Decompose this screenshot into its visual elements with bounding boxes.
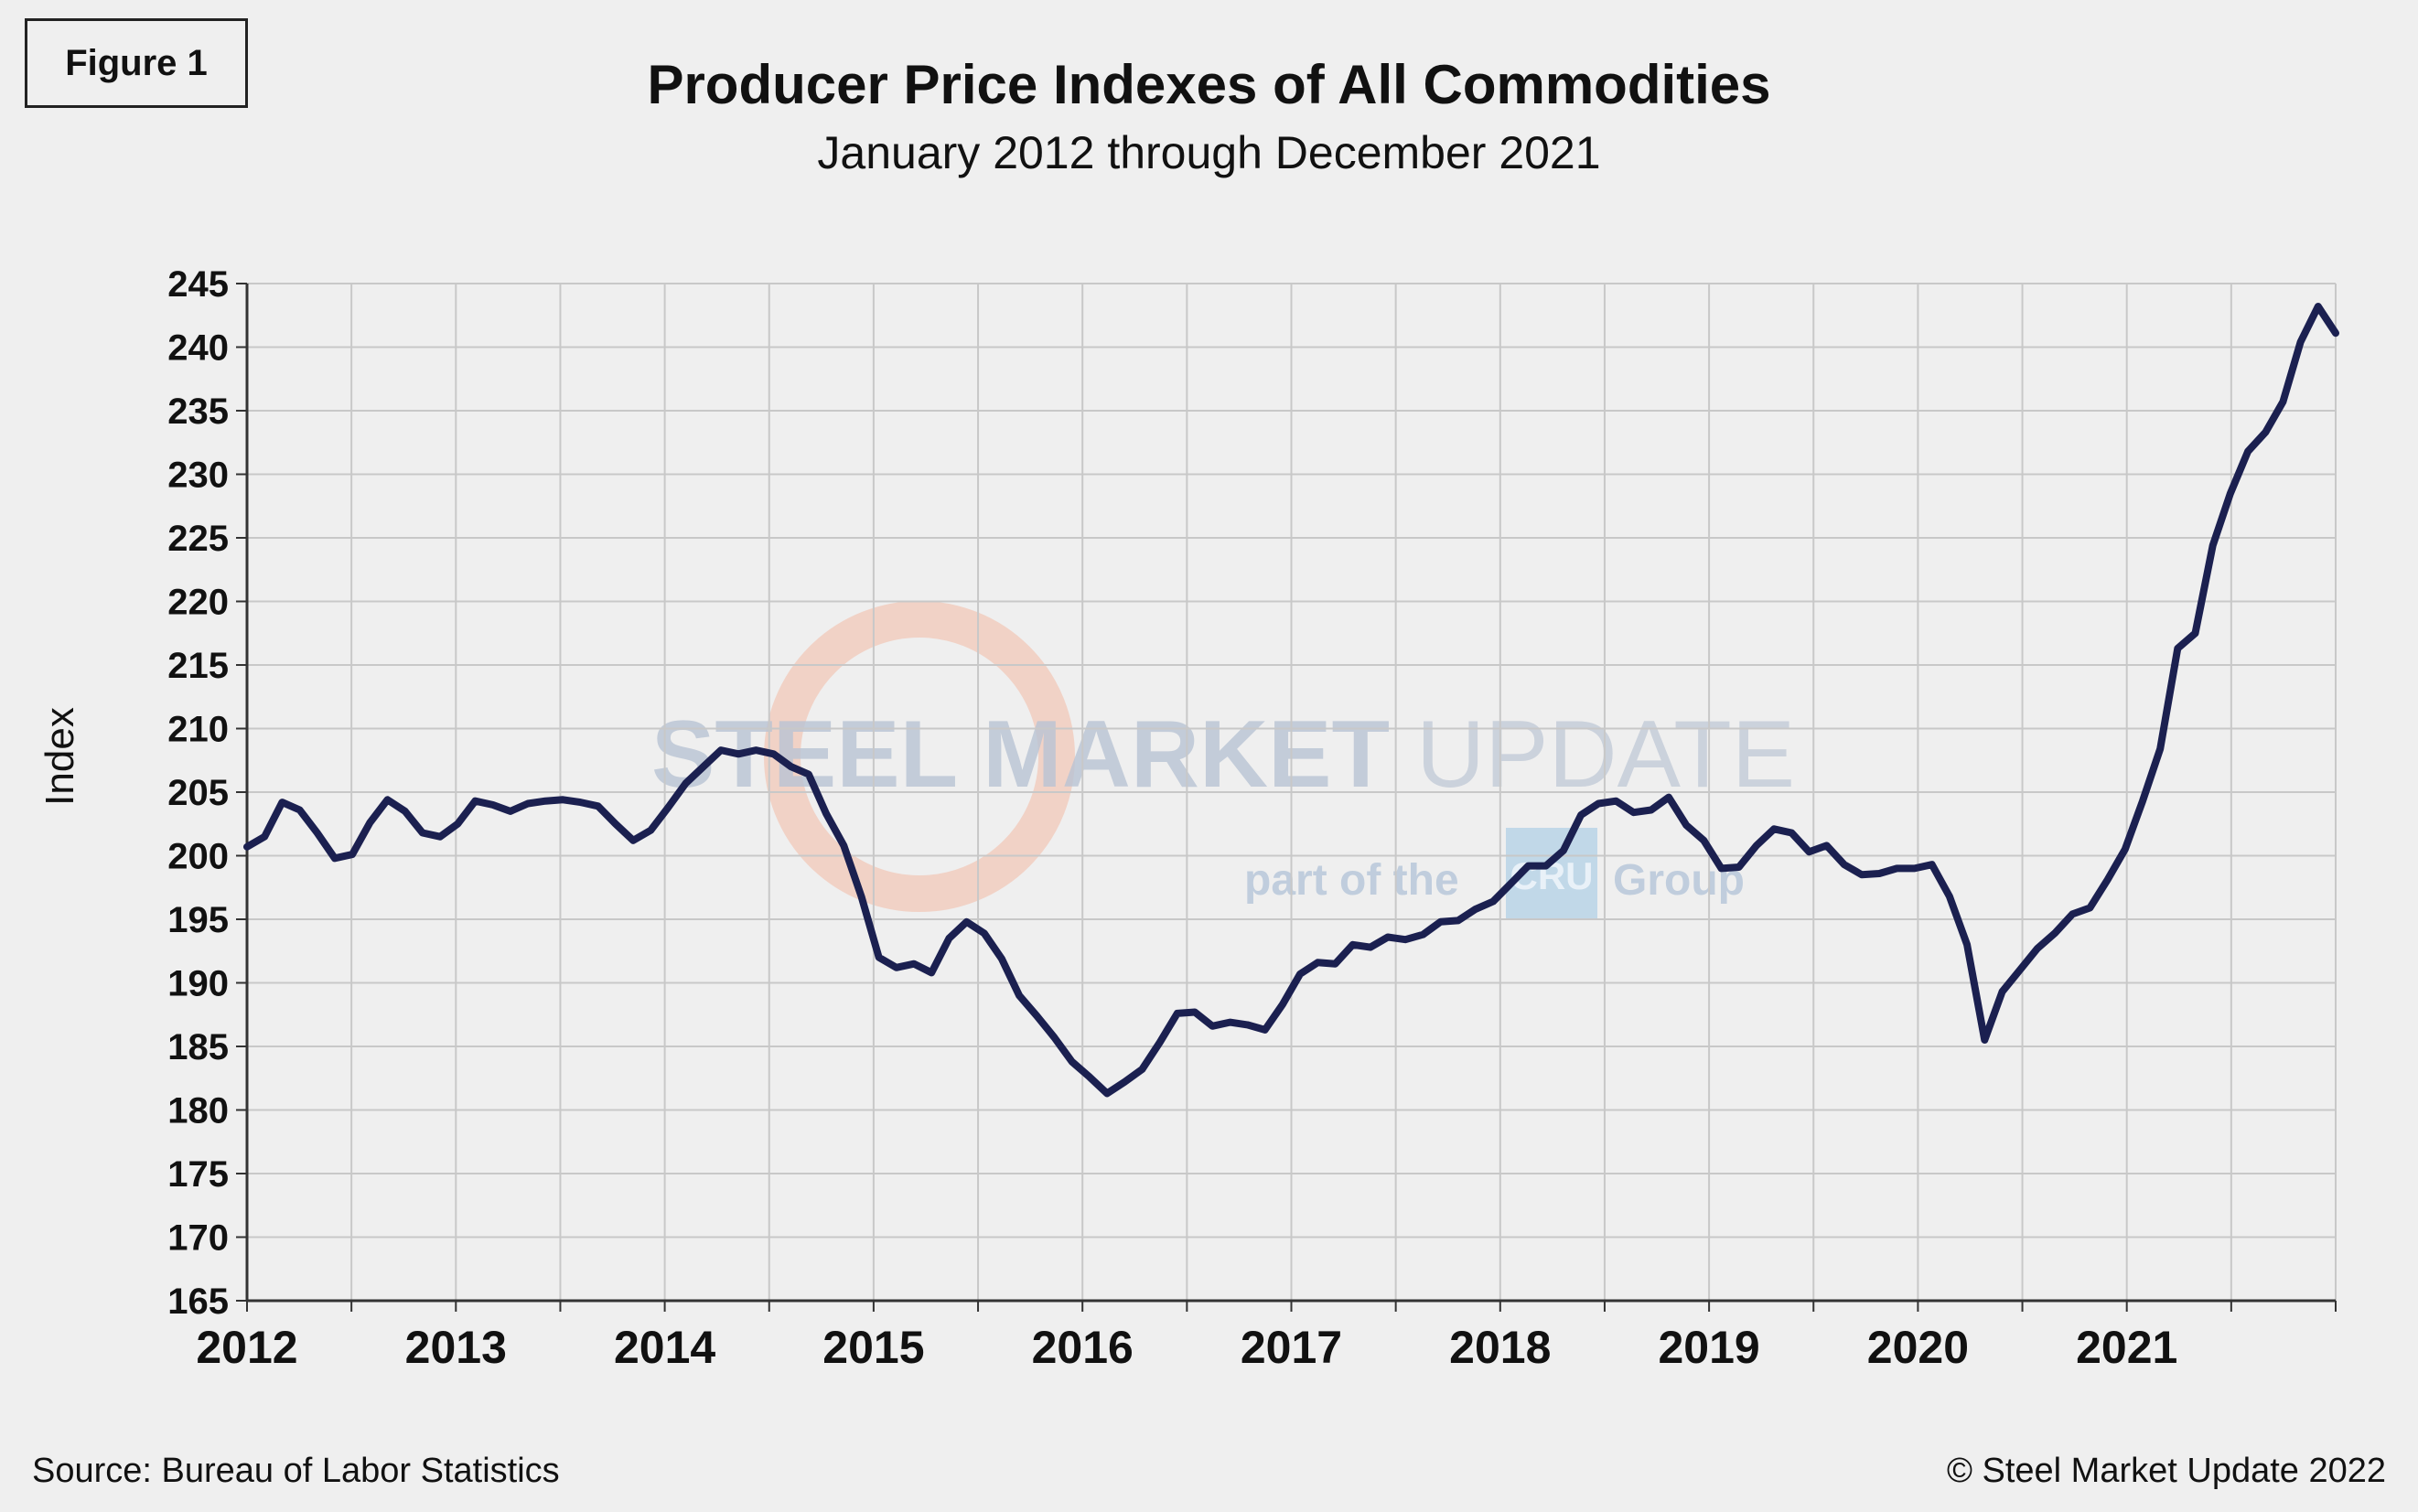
y-tick-label: 225 xyxy=(167,519,229,559)
y-tick-label: 200 xyxy=(167,837,229,877)
x-tick-label: 2020 xyxy=(1867,1322,1969,1373)
chart-title: Producer Price Indexes of All Commoditie… xyxy=(647,54,1771,115)
x-tick-label: 2015 xyxy=(822,1322,924,1373)
y-tick-label: 220 xyxy=(167,583,229,623)
y-tick-label: 195 xyxy=(167,900,229,940)
y-tick-label: 240 xyxy=(167,328,229,369)
y-tick-label: 210 xyxy=(167,710,229,750)
y-tick-label: 180 xyxy=(167,1091,229,1131)
x-tick-label: 2014 xyxy=(614,1322,715,1373)
y-tick-label: 230 xyxy=(167,456,229,496)
watermark-update-text: UPDATE xyxy=(1416,702,1795,808)
y-tick-label: 170 xyxy=(167,1218,229,1259)
y-tick-label: 185 xyxy=(167,1027,229,1067)
y-tick-label: 245 xyxy=(167,264,229,305)
y-tick-label: 215 xyxy=(167,646,229,686)
x-tick-label: 2013 xyxy=(405,1322,507,1373)
y-tick-label: 175 xyxy=(167,1154,229,1195)
y-tick-label: 205 xyxy=(167,773,229,813)
x-tick-label: 2021 xyxy=(2076,1322,2177,1373)
y-tick-label: 190 xyxy=(167,964,229,1004)
watermark: STEEL MARKET UPDATE part of the CRU Grou… xyxy=(651,601,1795,919)
x-tick-label: 2016 xyxy=(1032,1322,1134,1373)
x-tick-label: 2012 xyxy=(196,1322,297,1373)
x-tick-label: 2018 xyxy=(1449,1322,1551,1373)
copyright-note: © Steel Market Update 2022 xyxy=(1946,1452,2386,1490)
series-line xyxy=(243,303,2339,1098)
figure-label: Figure 1 xyxy=(25,18,248,108)
y-tick-label: 235 xyxy=(167,391,229,432)
x-tick-label: 2019 xyxy=(1658,1322,1759,1373)
y-axis-label: Index xyxy=(38,707,82,806)
x-tick-label: 2017 xyxy=(1241,1322,1342,1373)
y-tick-label: 165 xyxy=(167,1281,229,1322)
source-note: Source: Bureau of Labor Statistics xyxy=(32,1452,560,1490)
watermark-tagline-post: Group xyxy=(1613,856,1745,905)
watermark-tagline-pre: part of the xyxy=(1244,856,1459,905)
chart-subtitle: January 2012 through December 2021 xyxy=(817,127,1601,178)
